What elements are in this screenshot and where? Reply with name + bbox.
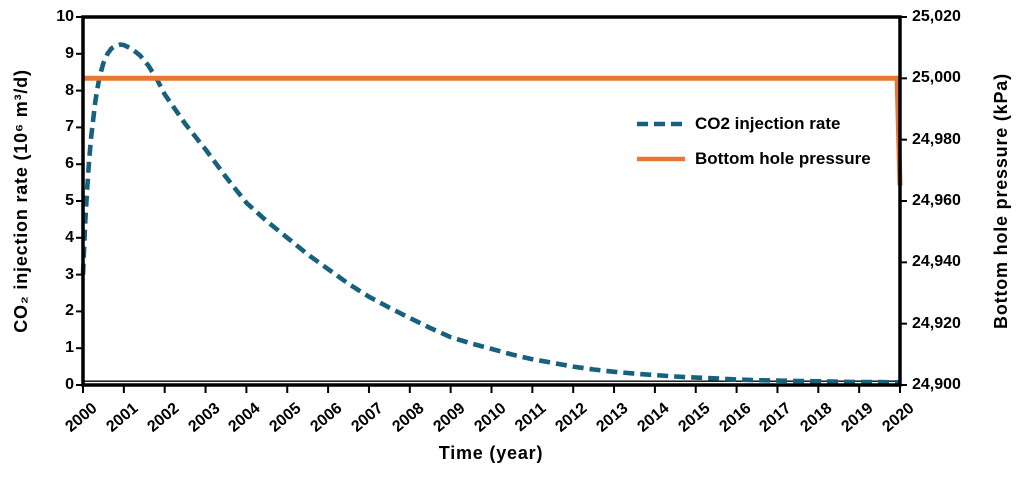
y-left-tick-label: 10	[56, 8, 74, 25]
y-left-tick-label: 0	[65, 376, 74, 393]
left-axis-title: CO₂ injection rate (10⁶ m³/d)	[11, 69, 31, 333]
right-axis-title: Bottom hole pressure (kPa)	[991, 73, 1011, 329]
y-left-tick-label: 8	[65, 81, 74, 99]
y-left-tick-label: 3	[65, 265, 74, 283]
legend-label-co2-injection-rate: CO2 injection rate	[695, 113, 841, 133]
y-right-tick-label: 25,000	[912, 69, 961, 87]
solid-line-icon	[637, 156, 685, 161]
y-left-tick-label: 7	[65, 118, 74, 136]
y-left-tick-label: 9	[65, 44, 74, 62]
legend-item-co2-injection-rate: CO2 injection rate	[636, 106, 871, 141]
y-left-tick-label: 5	[65, 192, 74, 209]
y-right-tick-label: 25,020	[912, 8, 961, 25]
y-right-tick-label: 24,900	[912, 376, 961, 393]
y-right-tick-label: 24,920	[912, 314, 961, 332]
y-left-tick-label: 4	[65, 228, 74, 246]
y-left-tick-label: 1	[65, 339, 74, 357]
plot-border	[81, 15, 902, 387]
y-right-tick-label: 24,980	[912, 130, 961, 148]
legend-label-bottom-hole-pressure: Bottom hole pressure	[695, 148, 871, 168]
x-axis-title: Time (year)	[438, 443, 544, 463]
y-left-tick-label: 2	[65, 302, 74, 320]
legend: CO2 injection rate Bottom hole pressure	[636, 106, 871, 176]
dashed-line-icon	[637, 121, 685, 126]
legend-item-bottom-hole-pressure: Bottom hole pressure	[636, 141, 871, 176]
y-right-tick-label: 24,940	[912, 253, 961, 271]
y-right-tick-label: 24,960	[912, 192, 961, 209]
co2-injection-rate-line	[80, 42, 901, 385]
y-left-tick-label: 6	[65, 155, 74, 173]
